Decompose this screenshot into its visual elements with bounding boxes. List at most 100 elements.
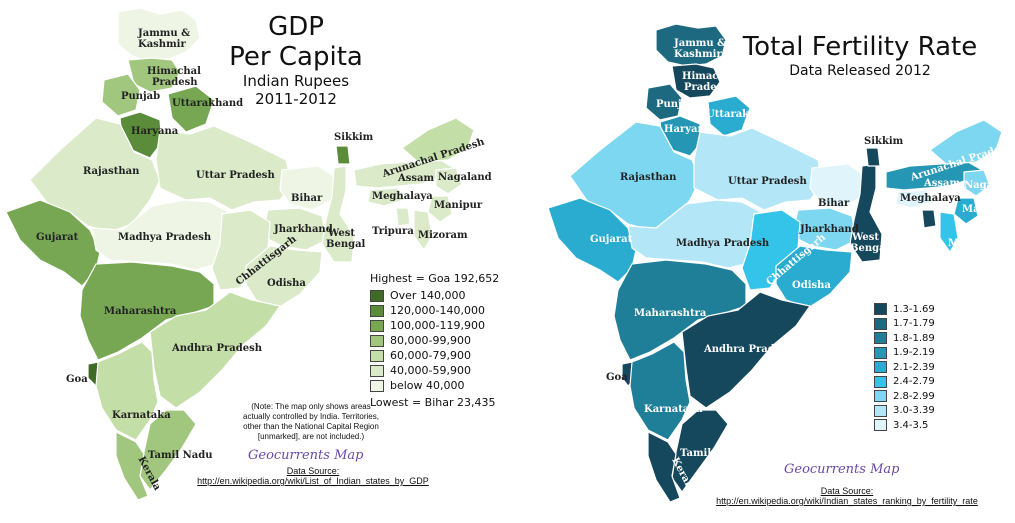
tfr-label-haryana: Haryana — [664, 124, 712, 135]
gdp-source: Data Source: http://en.wikipedia.org/wik… — [188, 466, 438, 486]
gdp-credit: Geocurrents Map — [248, 448, 364, 463]
gdp-legend-item: 40,000-59,900 — [370, 363, 499, 378]
gdp-legend-rows: Over 140,000 120,000-140,000 100,000-119,9… — [370, 288, 499, 393]
gdp-note-line-1: (Note: The map only shows areas — [251, 402, 371, 411]
gdp-legend-swatch — [370, 349, 384, 362]
tfr-legend-label: 2.4-2.79 — [893, 376, 935, 388]
tfr-label-meghalaya: Meghalaya — [900, 193, 961, 204]
tfr-label-jk2: Kashmir — [674, 49, 722, 60]
tfr-region-kerala — [647, 431, 681, 503]
gdp-label-jharkhand: Jharkhand — [273, 224, 333, 235]
tfr-label-manipur: Manipur — [962, 204, 1011, 215]
gdp-legend-swatch — [370, 304, 384, 317]
tfr-legend-item: 1.7-1.79 — [874, 317, 935, 332]
tfr-region-tripura — [921, 209, 937, 229]
gdp-label-maharashtra: Maharashtra — [104, 306, 177, 317]
gdp-label-nagaland: Nagaland — [438, 172, 492, 183]
tfr-region-andhra-pradesh — [681, 291, 811, 409]
gdp-label-odisha: Odisha — [267, 278, 306, 289]
gdp-region-mizoram — [413, 209, 433, 251]
tfr-region-uttar-pradesh — [693, 127, 823, 211]
tfr-label-uttarakhand: Uttarakhand — [706, 109, 777, 120]
tfr-label-hp: Himachal — [682, 71, 736, 82]
gdp-region-jammu-kashmir — [117, 7, 201, 63]
tfr-region-uttarakhand — [707, 95, 751, 137]
gdp-map-panel: Jammu & Kashmir Himachal Pradesh Punjab … — [5, 7, 499, 501]
gdp-label-assam: Assam — [397, 173, 434, 184]
gdp-label-rajasthan: Rajasthan — [83, 166, 140, 177]
tfr-region-sikkim — [865, 147, 881, 167]
gdp-note-line-4: [unmarked], are not included.) — [257, 432, 365, 441]
gdp-source-link[interactable]: http://en.wikipedia.org/wiki/List_of_Ind… — [197, 476, 429, 486]
gdp-title-line2: Per Capita — [229, 42, 363, 72]
gdp-label-ap: Andhra Pradesh — [171, 343, 263, 354]
tfr-label-rajasthan: Rajasthan — [620, 172, 677, 183]
gdp-label-sikkim: Sikkim — [334, 132, 374, 143]
gdp-label-wb2: Bengal — [326, 239, 366, 250]
gdp-legend-label: below 40,000 — [390, 379, 465, 392]
gdp-region-odisha — [245, 245, 323, 309]
gdp-label-goa: Goa — [66, 374, 88, 385]
gdp-subtitle: Indian Rupees — [242, 72, 350, 90]
tfr-legend-item: 3.4-3.5 — [874, 418, 935, 433]
gdp-note-line-3: other than the National Capital Region — [243, 422, 379, 431]
tfr-label-jharkhand: Jharkhand — [799, 224, 859, 235]
gdp-label-tn: Tamil Nadu — [148, 450, 213, 461]
tfr-region-meghalaya — [895, 189, 933, 209]
gdp-legend-swatch — [370, 379, 384, 392]
gdp-region-karnataka — [95, 341, 159, 441]
tfr-legend-rows: 1.3-1.69 1.7-1.79 1.8-1.89 1.9-2.19 2.1-2.39… — [874, 302, 935, 433]
tfr-legend-label: 1.8-1.89 — [893, 332, 935, 344]
gdp-legend-swatch — [370, 334, 384, 347]
tfr-label-wb2: Bengal — [850, 243, 890, 254]
tfr-legend-item: 3.0-3.39 — [874, 404, 935, 419]
tfr-legend-swatch — [874, 317, 887, 330]
tfr-label-ap: Andhra Pradesh — [703, 344, 795, 355]
tfr-region-odisha — [775, 245, 853, 309]
tfr-region-nagaland — [963, 169, 991, 197]
gdp-legend-item: 120,000-140,000 — [370, 303, 499, 318]
gdp-legend-item: 80,000-99,900 — [370, 333, 499, 348]
tfr-label-jk: Jammu & — [673, 38, 726, 49]
gdp-region-nagaland — [435, 167, 463, 195]
gdp-label-gujarat: Gujarat — [36, 232, 79, 243]
tfr-legend-item: 2.4-2.79 — [874, 375, 935, 390]
gdp-region-andhra-pradesh — [149, 291, 281, 409]
gdp-label-karnataka: Karnataka — [112, 410, 171, 421]
gdp-label-jk2: Kashmir — [138, 39, 186, 50]
tfr-legend-swatch — [874, 346, 887, 359]
tfr-label-bihar: Bihar — [818, 198, 850, 209]
tfr-label-mp: Madhya Pradesh — [676, 238, 770, 249]
tfr-label-karnataka: Karnataka — [644, 404, 703, 415]
gdp-label-manipur: Manipur — [434, 200, 483, 211]
tfr-legend-swatch — [874, 419, 887, 432]
gdp-label-meghalaya: Meghalaya — [372, 191, 433, 202]
gdp-label-uttarakhand: Uttarakhand — [172, 98, 243, 109]
gdp-title: GDP — [268, 12, 324, 42]
tfr-source-link[interactable]: http://en.wikipedia.org/wiki/Indian_stat… — [716, 496, 978, 506]
tfr-legend-item: 2.1-2.39 — [874, 360, 935, 375]
gdp-region-meghalaya — [367, 187, 405, 207]
gdp-label-wb: West — [327, 228, 355, 239]
gdp-legend-label: 40,000-59,900 — [390, 364, 471, 377]
gdp-label-mizoram: Mizoram — [418, 230, 468, 241]
tfr-region-bihar — [809, 163, 863, 209]
gdp-title-block: GDP Per Capita Indian Rupees 2011-2012 — [228, 12, 364, 108]
gdp-legend-swatch — [370, 364, 384, 377]
tfr-title-block: Total Fertility Rate Data Released 2012 — [740, 32, 980, 80]
gdp-label-hp: Himachal — [147, 66, 201, 77]
gdp-region-uttar-pradesh — [155, 125, 293, 211]
tfr-label-gujarat: Gujarat — [590, 234, 633, 245]
tfr-label-nagaland: Nagaland — [964, 180, 1015, 191]
tfr-label-mizoram: Mizoram — [948, 238, 998, 249]
gdp-label-haryana: Haryana — [131, 126, 179, 137]
tfr-source: Data Source: http://en.wikipedia.org/wik… — [706, 486, 988, 506]
tfr-legend-item: 1.9-2.19 — [874, 346, 935, 361]
tfr-credit: Geocurrents Map — [784, 462, 900, 477]
tfr-legend-swatch — [874, 375, 887, 388]
tfr-region-himachal — [671, 63, 721, 99]
tfr-label-up: Uttar Pradesh — [728, 176, 807, 187]
gdp-region-manipur — [427, 195, 453, 223]
tfr-legend-swatch — [874, 303, 887, 316]
tfr-legend-label: 3.4-3.5 — [893, 419, 929, 431]
